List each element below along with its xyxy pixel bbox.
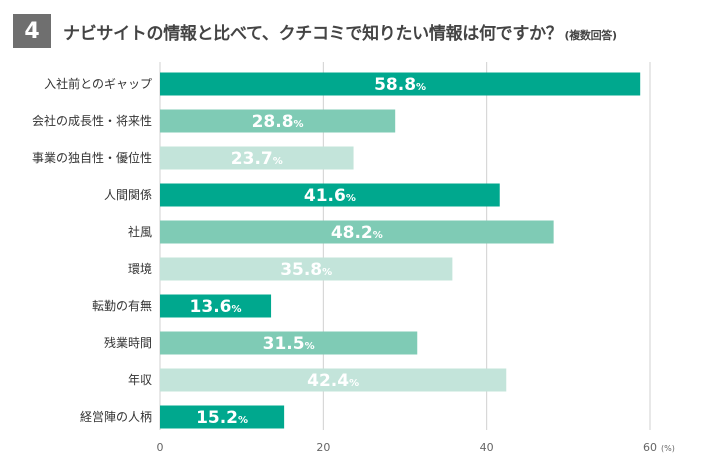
- category-label: 人間関係: [104, 188, 152, 202]
- question-title-text: ナビサイトの情報と比べて、クチコミで知りたい情報は何ですか？: [63, 23, 563, 44]
- value-label: 15.2%: [196, 408, 248, 428]
- bar: [160, 146, 354, 170]
- question-header: 4 ナビサイトの情報と比べて、クチコミで知りたい情報は何ですか？ (複数回答): [13, 14, 617, 48]
- bar: [160, 257, 453, 281]
- value-label: 35.8%: [280, 260, 332, 280]
- category-label: 残業時間: [104, 336, 152, 350]
- category-label: 会社の成長性・将来性: [32, 113, 152, 128]
- question-number-badge: 4: [13, 14, 51, 48]
- bar: [160, 294, 272, 318]
- x-tick-label: 0: [157, 441, 164, 454]
- x-unit-label: (%): [661, 444, 675, 453]
- bar: [160, 331, 418, 355]
- category-label: 入社前とのギャップ: [44, 76, 152, 91]
- value-label: 28.8%: [252, 112, 304, 132]
- category-label: 年収: [128, 373, 152, 387]
- category-label: 転勤の有無: [92, 298, 152, 313]
- category-label: 環境: [128, 261, 152, 276]
- question-title: ナビサイトの情報と比べて、クチコミで知りたい情報は何ですか？ (複数回答): [63, 19, 617, 44]
- value-label: 31.5%: [263, 334, 315, 354]
- x-tick-label: 20: [316, 441, 330, 454]
- category-label: 社風: [128, 224, 152, 239]
- value-label: 41.6%: [304, 186, 356, 206]
- bar: [160, 220, 554, 244]
- value-label: 42.4%: [307, 371, 359, 391]
- bar: [160, 72, 641, 96]
- x-tick-label: 60: [643, 441, 657, 454]
- bar: [160, 405, 285, 429]
- category-label: 経営陣の人柄: [80, 410, 152, 424]
- value-label: 58.8%: [374, 75, 426, 95]
- question-note: (複数回答): [564, 28, 617, 42]
- value-label: 48.2%: [331, 223, 383, 243]
- value-label: 23.7%: [231, 149, 283, 169]
- value-label: 13.6%: [190, 297, 242, 317]
- bar: [160, 183, 500, 207]
- bar: [160, 109, 396, 133]
- x-tick-label: 40: [480, 441, 494, 454]
- category-label: 事業の独自性・優位性: [32, 150, 152, 165]
- bar: [160, 368, 507, 392]
